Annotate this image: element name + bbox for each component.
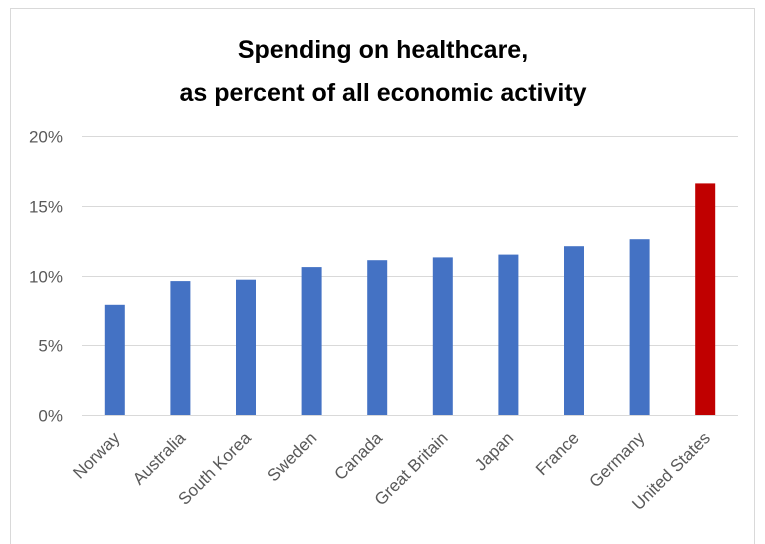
chart-title-line-2: as percent of all economic activity (179, 79, 586, 107)
bar-canada (367, 260, 388, 415)
y-tick-label: 10% (29, 268, 63, 287)
x-category-label: Germany (586, 428, 649, 491)
x-category-label: Australia (129, 428, 190, 489)
bar-germany (629, 239, 650, 415)
y-tick-label: 0% (38, 407, 63, 426)
x-category-label: Norway (69, 428, 124, 483)
bar-japan (498, 254, 519, 415)
bar-great-britain (432, 257, 453, 415)
y-axis-ticks: 0% 5% 10% 15% 20% (29, 128, 63, 426)
bar-south-korea (236, 279, 256, 415)
bars (104, 183, 716, 415)
gridlines (82, 136, 738, 416)
bar-france (564, 246, 584, 415)
x-category-label: Sweden (264, 428, 321, 485)
y-tick-label: 20% (29, 128, 63, 147)
bar-norway (104, 304, 125, 415)
x-category-label: France (532, 428, 583, 479)
bar-sweden (301, 267, 322, 415)
y-tick-label: 5% (38, 337, 63, 356)
x-category-label: Japan (471, 428, 517, 474)
chart-title-line-1: Spending on healthcare, (238, 36, 528, 64)
y-tick-label: 15% (29, 198, 63, 217)
bar-united-states (695, 183, 716, 415)
x-category-label: Canada (330, 428, 386, 484)
bar-australia (170, 281, 191, 415)
